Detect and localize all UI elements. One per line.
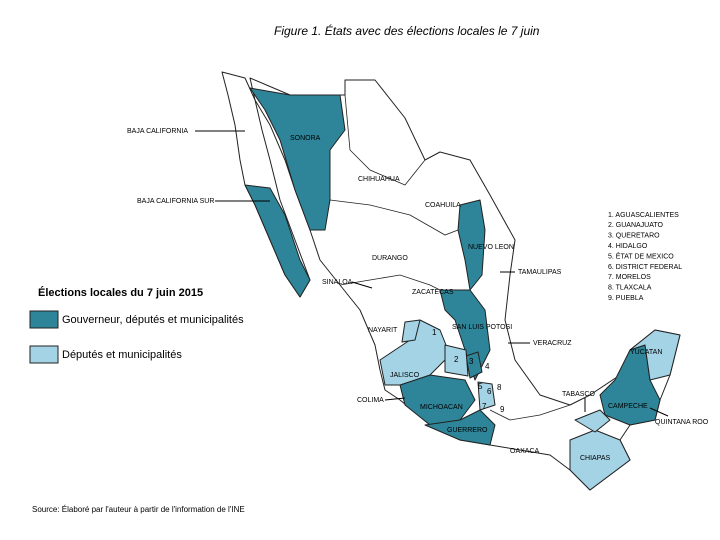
- state-yucatan: [629, 329, 681, 381]
- state-bcs: [244, 184, 311, 298]
- state-label: JALISCO: [390, 372, 420, 379]
- state-nayarit: [401, 319, 421, 343]
- state-number: 5: [478, 382, 483, 391]
- state-label: ZACATECAS: [412, 289, 454, 296]
- state-label: TABASCO: [562, 391, 595, 398]
- state-nuevo-leon: [457, 199, 486, 291]
- legend-swatch: [29, 310, 59, 329]
- state-guanajuato: [444, 344, 469, 377]
- legend-swatch: [29, 345, 59, 364]
- state-label: YUCATAN: [630, 349, 662, 356]
- state-label: MICHOACAN: [420, 404, 463, 411]
- state-label: SAN LUIS POTOSI: [452, 324, 512, 331]
- state-label: GUERRERO: [447, 427, 488, 434]
- state-borders: [489, 404, 571, 421]
- state-campeche: [599, 344, 661, 426]
- list-item: 8. TLAXCALA: [608, 285, 652, 292]
- state-borders: [344, 94, 426, 186]
- numbered-list: 1. AGUASCALIENTES 2. GUANAJUATO 3. QUERETA…: [608, 212, 682, 302]
- state-label: NAYARIT: [368, 327, 398, 334]
- state-label: BAJA CALIFORNIA: [127, 128, 188, 135]
- list-item: 5. ÉTAT DE MEXICO: [608, 251, 674, 260]
- state-borders: [339, 274, 441, 291]
- state-label: COLIMA: [357, 397, 384, 404]
- list-item: 2. GUANAJUATO: [608, 222, 664, 229]
- state-sonora: [249, 87, 346, 231]
- state-label: OAXACA: [510, 448, 540, 455]
- state-borders: [329, 199, 459, 236]
- list-item: 4. HIDALGO: [608, 243, 648, 250]
- state-guerrero: [424, 409, 496, 446]
- list-item: 3. QUERETARO: [608, 233, 660, 240]
- state-number: 9: [500, 405, 505, 414]
- state-label: CAMPECHE: [608, 403, 648, 410]
- state-label: QUINTANA ROO: [655, 419, 709, 426]
- source: Source: Élaboré par l'auteur à partir de…: [32, 505, 245, 514]
- state-mexico: [477, 381, 496, 411]
- state-label: CHIAPAS: [580, 455, 611, 462]
- list-item: 6. DISTRICT FEDERAL: [608, 264, 682, 271]
- state-number: 1: [432, 328, 437, 337]
- state-tabasco: [574, 409, 611, 433]
- state-number: 3: [469, 357, 474, 366]
- list-item: 9. PUEBLA: [608, 295, 644, 302]
- leader-lines: [195, 130, 669, 417]
- state-label: DURANGO: [372, 255, 408, 262]
- state-number: 8: [497, 383, 502, 392]
- state-number: 6: [487, 387, 492, 396]
- state-label: COAHUILA: [425, 202, 461, 209]
- state-queretaro: [465, 351, 483, 379]
- state-label: NUEVO LEON: [468, 244, 514, 251]
- state-label: SONORA: [290, 135, 321, 142]
- state-label: BAJA CALIFORNIA SUR: [137, 198, 214, 205]
- state-number: 7: [482, 402, 487, 411]
- map: [221, 71, 681, 491]
- map-numbers: 1 2 3 4 5 6 7 8 9: [432, 328, 505, 414]
- map-labels: BAJA CALIFORNIA BAJA CALIFORNIA SUR SONO…: [127, 128, 709, 462]
- legend-label: Députés et municipalités: [62, 349, 182, 361]
- legend-title: Élections locales du 7 juin 2015: [38, 286, 203, 299]
- list-item: 7. MORELOS: [608, 274, 651, 281]
- legend-label: Gouverneur, députés et municipalités: [62, 314, 244, 326]
- state-label: TAMAULIPAS: [518, 269, 562, 276]
- list-item: 1. AGUASCALIENTES: [608, 212, 679, 219]
- figure-title: Figure 1. États avec des élections local…: [274, 23, 540, 38]
- state-label: SINALOA: [322, 279, 353, 286]
- state-label: VERACRUZ: [533, 340, 572, 347]
- legend: Élections locales du 7 juin 2015 Gouvern…: [29, 286, 244, 364]
- state-michoacan: [399, 374, 476, 426]
- state-number: 4: [485, 362, 490, 371]
- state-label: CHIHUAHUA: [358, 176, 400, 183]
- state-number: 2: [454, 355, 459, 364]
